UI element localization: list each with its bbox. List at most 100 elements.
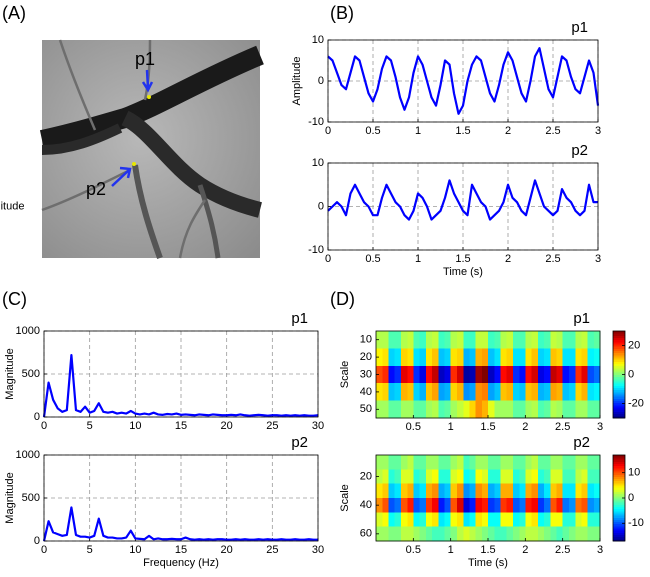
heatmap-cell — [413, 526, 421, 542]
heatmap-cell — [394, 526, 402, 542]
heatmap-cell — [407, 400, 414, 419]
x-tick-label: 0.5 — [365, 253, 380, 265]
heatmap-cell — [444, 469, 452, 485]
heatmap-cell — [382, 498, 390, 513]
colorbar-segment — [613, 407, 625, 410]
heatmap-cell — [376, 498, 383, 513]
heatmap-cell — [432, 483, 439, 499]
y-tick-label: 50 — [360, 403, 372, 415]
heatmap-cell — [438, 526, 446, 542]
heatmap-cell — [575, 483, 582, 499]
heatmap-cell — [488, 526, 495, 542]
heatmap-cell — [494, 455, 502, 470]
heatmap-cell — [587, 469, 595, 485]
heatmap-cell — [513, 365, 520, 384]
y-axis-label: Magnitude — [4, 348, 16, 399]
heatmap-cell — [382, 383, 390, 402]
y-tick-label: 1000 — [16, 449, 40, 461]
colorbar-segment — [613, 391, 625, 395]
x-tick-label: 1 — [415, 253, 421, 265]
heatmap-cell — [594, 348, 601, 367]
vessel-image — [39, 39, 264, 260]
heatmap-cell — [407, 455, 414, 470]
vessel — [121, 110, 262, 218]
colorbar-segment — [613, 513, 625, 516]
heatmap-cell — [438, 365, 446, 384]
heatmap-cell — [394, 483, 402, 499]
heatmap-cell — [513, 331, 520, 349]
heatmap-cell — [513, 383, 520, 402]
colorbar-tick-label: 20 — [628, 339, 640, 351]
heatmap-cell — [457, 365, 464, 384]
heatmap-cell — [432, 331, 439, 349]
heatmap-cell — [376, 365, 383, 384]
heatmap-cell — [594, 512, 601, 528]
heatmap-cell — [513, 498, 520, 513]
heatmap-cell — [525, 383, 533, 402]
colorbar-segment — [613, 361, 625, 365]
heatmap-cell — [438, 455, 446, 470]
heatmap-cell — [556, 455, 564, 470]
heatmap-cell — [594, 383, 601, 402]
heatmap-cell — [438, 331, 446, 349]
heatmap-cell — [519, 331, 526, 349]
heatmap-cell — [587, 348, 595, 367]
plot-frame — [43, 454, 319, 542]
colorbar-segment — [613, 333, 625, 336]
x-tick-label: 2 — [522, 421, 528, 433]
heatmap-cell — [450, 512, 458, 528]
heatmap-cell — [488, 512, 495, 528]
heatmap-cell — [376, 400, 383, 419]
heatmap-cell — [506, 498, 514, 513]
heatmap-cell — [500, 331, 508, 349]
heatmap-cell — [475, 498, 483, 513]
heatmap-cell — [500, 383, 508, 402]
heatmap-cell — [575, 455, 582, 470]
heatmap-cell — [494, 498, 502, 513]
heatmap-cell — [569, 365, 576, 384]
heatmap-cell — [401, 469, 408, 485]
heatmap-cell — [388, 483, 396, 499]
heatmap-cell — [388, 348, 396, 367]
heatmap-cell — [469, 498, 477, 513]
colorbar-tick-label: 0 — [628, 368, 634, 380]
heatmap-cell — [562, 383, 570, 402]
heatmap-cell — [475, 400, 483, 419]
heatmap-cell — [376, 383, 383, 402]
heatmap-cell — [581, 383, 589, 402]
heatmap-cell — [525, 455, 533, 470]
colorbar-segment — [613, 396, 625, 399]
colorbar-segment — [613, 404, 625, 408]
heatmap-cell — [432, 348, 439, 367]
heatmap-cell — [544, 526, 551, 542]
heatmap-cell — [407, 512, 414, 528]
heatmap-cell — [587, 526, 595, 542]
x-axis-label: Time (s) — [468, 557, 508, 569]
heatmap-cell — [488, 383, 495, 402]
colorbar-segment — [613, 394, 625, 397]
heatmap-cell — [401, 348, 408, 367]
colorbar-tick-label: -20 — [628, 397, 644, 409]
heatmap-cell — [382, 331, 390, 349]
x-tick-label: 0 — [41, 420, 47, 432]
heatmap-cell — [469, 526, 477, 542]
heatmap-cell — [376, 469, 383, 485]
heatmap-cell — [494, 400, 502, 419]
colorbar-segment — [613, 459, 625, 462]
y-tick-label: 1000 — [16, 325, 40, 337]
y-tick-label: -10 — [308, 244, 324, 256]
colorbar-segment — [613, 411, 625, 415]
heatmap-cell — [587, 383, 595, 402]
heatmap-cell — [594, 483, 601, 499]
heatmap-cell — [444, 400, 452, 419]
heatmap-cell — [575, 331, 582, 349]
heatmap-cell — [426, 365, 433, 384]
heatmap-cell — [550, 498, 558, 513]
heatmap-cell — [482, 331, 489, 349]
heatmap-cell — [394, 469, 402, 485]
heatmap-cell — [401, 331, 408, 349]
colorbar-segment — [613, 502, 625, 505]
heatmap-cell — [562, 512, 570, 528]
colorbar-segment — [613, 521, 625, 525]
heatmap-cell — [382, 348, 390, 367]
